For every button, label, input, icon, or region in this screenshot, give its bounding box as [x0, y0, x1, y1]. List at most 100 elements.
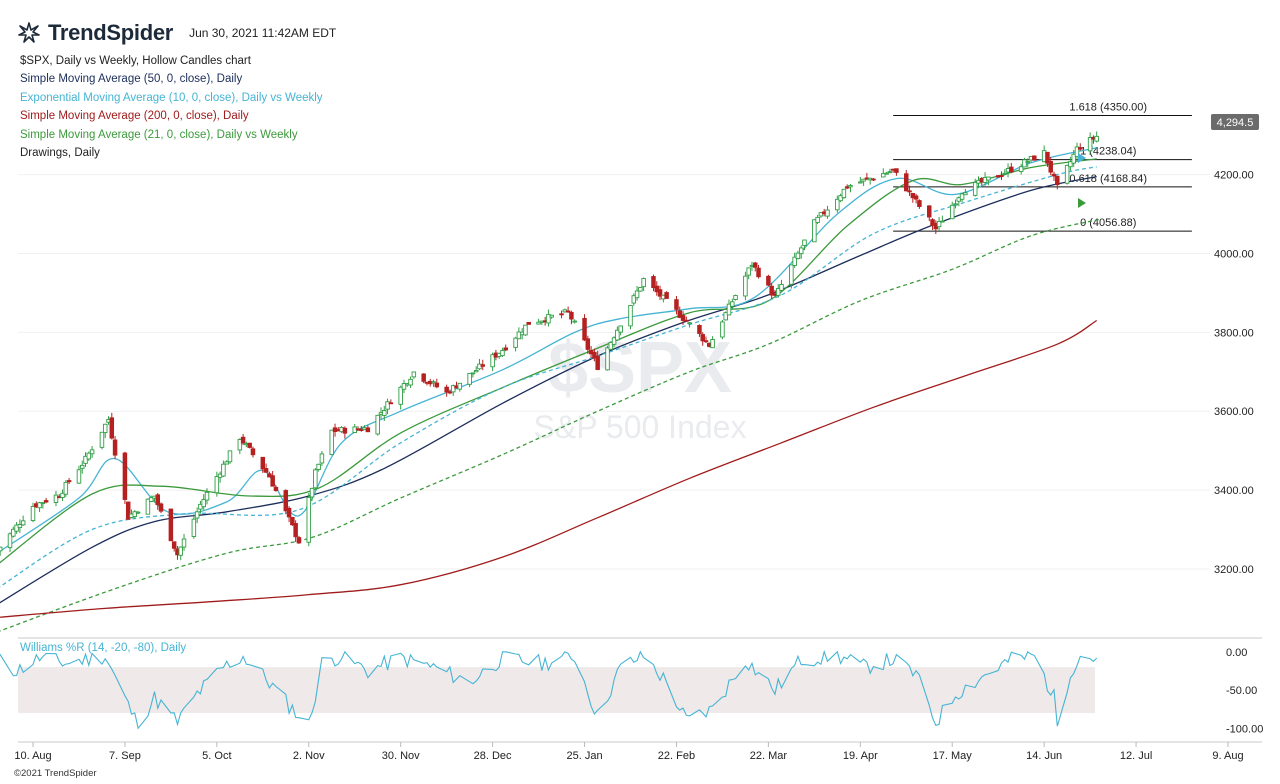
legend-item-drawings[interactable]: Drawings, Daily	[20, 147, 100, 160]
candle-body	[227, 450, 233, 463]
candle-body	[789, 264, 794, 285]
candle-body	[43, 500, 49, 503]
candle-body	[523, 324, 528, 336]
last-price-badge: 4,294.5	[1211, 114, 1259, 130]
candle-body	[490, 354, 495, 368]
candle-body	[125, 501, 131, 520]
candle-body	[293, 523, 298, 538]
price-tick-label: 3800.00	[1214, 327, 1254, 339]
wr-tick-label: -100.00	[1226, 723, 1263, 735]
candle-body	[158, 503, 164, 512]
candle-body	[723, 312, 728, 321]
candle-body	[224, 461, 229, 465]
candle-body	[631, 295, 637, 304]
candle-body	[86, 452, 92, 460]
candle-body	[20, 520, 26, 526]
candle-body	[756, 267, 761, 278]
candle-body	[1032, 155, 1037, 161]
x-tick-label: 14. Jun	[1026, 750, 1062, 762]
x-tick-label: 17. May	[933, 750, 973, 762]
candle-body	[247, 442, 252, 448]
candle-body	[457, 382, 463, 390]
candle-body	[7, 533, 13, 549]
candle-body	[411, 371, 417, 378]
watermark-name: S&P 500 Index	[534, 409, 747, 445]
candle-body	[273, 486, 279, 491]
candle-body	[447, 391, 453, 394]
candle-body	[431, 381, 436, 384]
legend-item-sma200[interactable]: Simple Moving Average (200, 0, close), D…	[20, 110, 249, 123]
candle-body	[214, 476, 220, 494]
candle-body	[582, 317, 587, 341]
candle-body	[0, 546, 3, 552]
candle-body	[17, 524, 23, 529]
candle-body	[250, 448, 256, 456]
candle-body	[168, 508, 174, 542]
indicator-legend: $SPX, Daily vs Weekly, Hollow Candles ch…	[20, 52, 323, 162]
candle-body	[1045, 151, 1050, 164]
candle-body	[132, 511, 138, 517]
x-tick-label: 25. Jan	[566, 750, 602, 762]
candle-body	[835, 198, 840, 211]
candle-body	[848, 185, 853, 188]
legend-item-ema10[interactable]: Exponential Moving Average (10, 0, close…	[20, 91, 323, 104]
candle-body	[1078, 147, 1083, 150]
ema-arrow-marker	[1078, 153, 1086, 163]
candle-body	[79, 464, 85, 469]
candle-body	[260, 456, 266, 470]
candle-body	[917, 200, 922, 207]
candle-body	[385, 401, 390, 410]
candle-body	[703, 340, 709, 343]
candle-body	[641, 278, 646, 288]
candle-body	[30, 505, 36, 521]
williams-r-panel: 0.00 -50.00 -100.00	[0, 647, 1263, 735]
candle-body	[838, 195, 843, 202]
candle-body	[408, 378, 413, 386]
candle-body	[503, 347, 508, 351]
x-tick-label: 2. Nov	[293, 750, 325, 762]
candle-body	[109, 417, 115, 439]
candle-body	[887, 171, 893, 174]
candle-body	[753, 262, 758, 268]
candle-body	[608, 342, 614, 350]
candle-body	[585, 338, 591, 350]
candle-body	[634, 290, 640, 299]
candle-body	[697, 325, 702, 334]
x-tick-label: 30. Nov	[382, 750, 420, 762]
candle-body	[792, 256, 797, 266]
legend-item-symbol[interactable]: $SPX, Daily vs Weekly, Hollow Candles ch…	[20, 55, 251, 67]
candle-body	[999, 175, 1004, 178]
candle-body	[290, 516, 295, 526]
candle-body	[1071, 153, 1076, 164]
candle-body	[815, 216, 820, 223]
candle-body	[779, 283, 784, 291]
candle-body	[825, 209, 830, 217]
trendspider-logo-icon	[18, 22, 40, 43]
candle-body	[401, 383, 407, 390]
legend-item-sma21[interactable]: Simple Moving Average (21, 0, close), Da…	[20, 128, 298, 141]
candle-body	[434, 382, 440, 388]
candle-body	[615, 329, 620, 341]
candle-body	[480, 364, 486, 367]
candle-body	[930, 219, 935, 226]
candle-body	[1087, 137, 1093, 152]
candle-body	[316, 463, 321, 470]
candle-body	[76, 469, 82, 484]
ma-line-4	[0, 166, 1097, 588]
copyright: ©2021 TrendSpider	[14, 768, 97, 779]
candle-body	[592, 352, 597, 359]
legend-item-sma50[interactable]: Simple Moving Average (50, 0, close), Da…	[20, 73, 243, 86]
candle-body	[270, 475, 275, 487]
candle-body	[89, 449, 95, 455]
candle-body	[894, 168, 899, 173]
candle-body	[14, 524, 19, 532]
candle-body	[536, 321, 541, 325]
candle-body	[191, 518, 197, 537]
candle-body	[700, 334, 705, 342]
candle-body	[654, 285, 660, 293]
williams-r-label[interactable]: Williams %R (14, -20, -80), Daily	[20, 642, 187, 654]
candle-body	[421, 373, 426, 382]
wr-line	[0, 649, 1098, 730]
candle-body	[687, 322, 692, 325]
